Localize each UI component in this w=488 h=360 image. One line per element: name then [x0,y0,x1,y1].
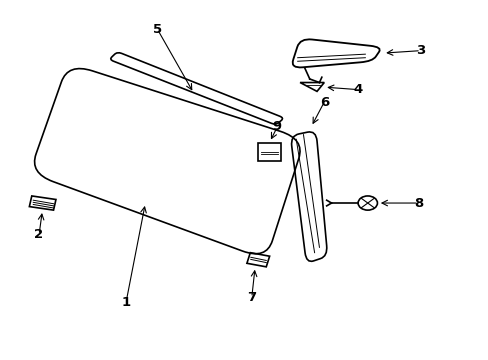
Text: 4: 4 [353,83,362,96]
Text: 2: 2 [34,229,43,242]
Text: 1: 1 [121,296,130,309]
Text: 6: 6 [319,95,328,108]
Text: 7: 7 [246,291,256,304]
Text: 8: 8 [413,197,422,210]
Text: 9: 9 [272,120,282,133]
Text: 5: 5 [153,23,162,36]
Text: 3: 3 [415,44,425,57]
